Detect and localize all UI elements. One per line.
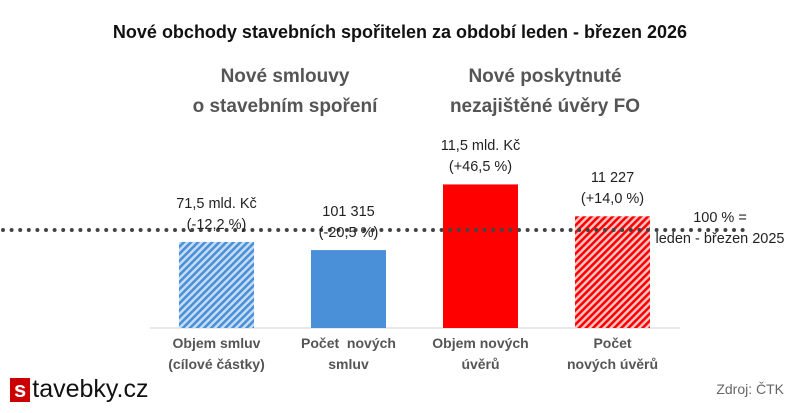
bar-3 (575, 216, 650, 328)
bar-0 (179, 241, 254, 328)
group-label-uvery: Nové poskytnuté nezajištěné úvěry FO (449, 66, 641, 117)
chart-title: Nové obchody stavebních spořitelen za ob… (112, 22, 688, 42)
category-label: Objem nových úvěrů (432, 335, 529, 372)
reference-line-label: 100 % = leden - březen 2025 (655, 210, 785, 247)
group-label-smlouvy: Nové smlouvy o stavebním spoření (192, 66, 378, 117)
category-label: Počet nových úvěrů (566, 335, 659, 372)
bar-2 (443, 184, 518, 328)
category-label: Objem smluv (cílové částky) (168, 335, 265, 372)
category-label: Počet nových smluv (301, 335, 396, 372)
data-label: 11 227 (+14,0 %) (580, 170, 645, 208)
bar-1 (311, 250, 386, 328)
data-label: 101 315 (-20,5 %) (318, 204, 379, 242)
stavebky-logo: s tavebky.cz (10, 375, 149, 404)
logo-text: tavebky.cz (32, 375, 149, 403)
source-note: Zdroj: ČTK (716, 381, 784, 397)
data-label: 71,5 mld. Kč (-12,2 %) (176, 195, 257, 233)
data-label: 11,5 mld. Kč (+46,5 %) (440, 138, 521, 176)
logo-mark: s (10, 377, 31, 402)
